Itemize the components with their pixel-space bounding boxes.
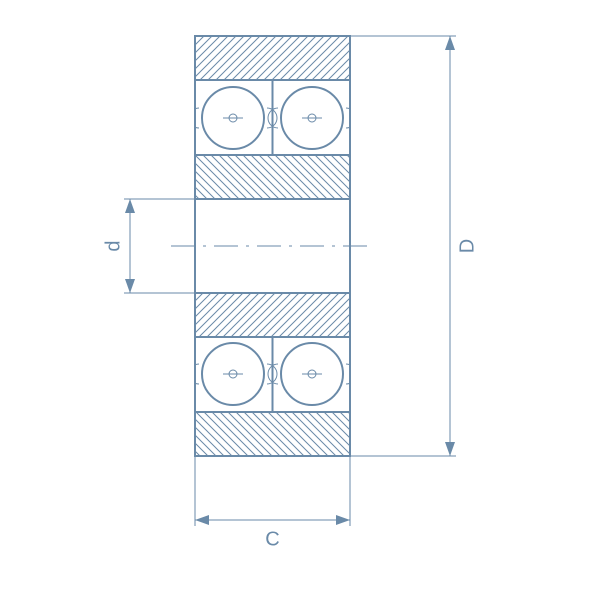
dim-label-D: D [456, 239, 478, 253]
outer-race-bottom-hatch [195, 412, 350, 456]
dim-label-C: C [265, 528, 279, 550]
dim-label-d: d [102, 240, 124, 251]
dim-arrowhead [195, 515, 209, 525]
dim-arrowhead [125, 279, 135, 293]
inner-race-top-hatch [195, 155, 350, 199]
dim-arrowhead [336, 515, 350, 525]
bearing-cross-section-diagram: d D C [0, 0, 600, 600]
inner-race-bottom-hatch [195, 293, 350, 337]
dim-arrowhead [445, 442, 455, 456]
dim-arrowhead [445, 36, 455, 50]
outer-race-top-hatch [195, 36, 350, 80]
dim-arrowhead [125, 199, 135, 213]
